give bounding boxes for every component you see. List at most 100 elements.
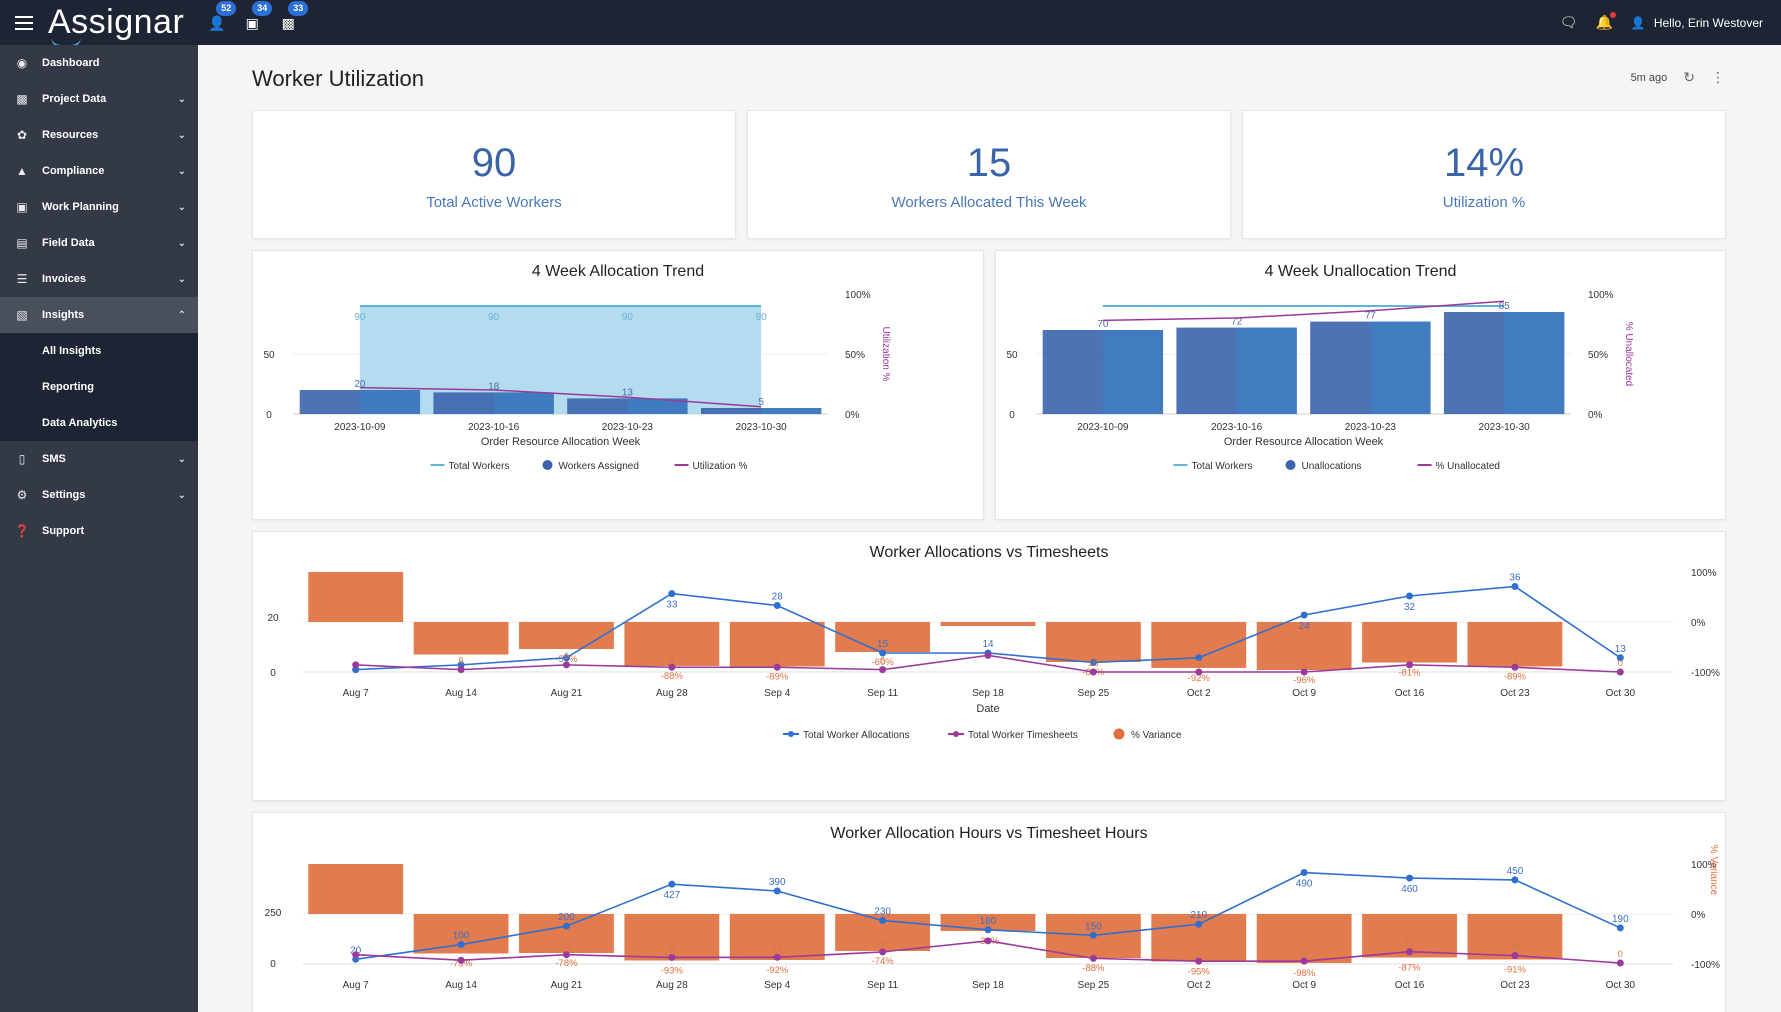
y-tick-label: 0 xyxy=(270,668,276,679)
sidebar-item-label: Dashboard xyxy=(42,57,100,69)
bar-chart-icon: ▧ xyxy=(16,308,28,322)
more-options-icon[interactable]: ⋮ xyxy=(1711,69,1725,85)
variance-label: -88% xyxy=(661,671,684,682)
y-right-tick-label: 0% xyxy=(1691,618,1706,629)
sidebar-item-work-planning[interactable]: ▣ Work Planning ⌄ xyxy=(0,189,198,225)
bar-value-label: 77 xyxy=(1365,311,1377,322)
chevron-down-icon: ⌄ xyxy=(177,237,186,249)
briefcase-icon[interactable]: ▩ 33 xyxy=(280,0,309,31)
x-tick-label: Sep 11 xyxy=(867,688,898,699)
legend-swatch-dot xyxy=(1285,460,1296,470)
sidebar-item-label: Resources xyxy=(42,129,99,141)
gear-icon: ⚙ xyxy=(16,488,28,502)
timesheets-label: 6 xyxy=(564,651,569,662)
allocation-hours-chart: 0 250 -100% 0% 100%% Variance -79% -78% -93% -92… xyxy=(265,845,1720,991)
variance-bar xyxy=(519,622,614,649)
sidebar-item-resources[interactable]: ✿ Resources ⌄ xyxy=(0,117,198,153)
sidebar-item-reporting[interactable]: Reporting xyxy=(0,369,198,405)
allocations-point xyxy=(1406,874,1414,882)
sidebar-item-field-data[interactable]: ▤ Field Data ⌄ xyxy=(0,225,198,261)
legend-label: Utilization % xyxy=(693,461,748,472)
allocations-point xyxy=(1300,611,1308,619)
sidebar-item-project-data[interactable]: ▩ Project Data ⌄ xyxy=(0,81,198,117)
allocations-label: 230 xyxy=(874,907,891,918)
timesheets-label: 61 xyxy=(1404,938,1415,949)
x-tick-label: Oct 9 xyxy=(1292,688,1316,699)
allocations-point xyxy=(1511,583,1519,590)
sidebar-item-sms[interactable]: ▯ SMS ⌄ xyxy=(0,441,198,477)
variance-bar xyxy=(729,914,825,960)
variance-label: -89% xyxy=(766,672,789,683)
x-tick-label: Oct 30 xyxy=(1606,980,1636,991)
sidebar-item-data-analytics[interactable]: Data Analytics xyxy=(0,405,198,441)
counters: 👤 52 ▣ 34 ▩ 33 xyxy=(208,0,309,31)
x-tick-label: Sep 18 xyxy=(972,688,1004,699)
chart-title: 4 Week Allocation Trend xyxy=(531,263,705,280)
bar-highlight xyxy=(627,398,688,414)
allocations-label: 100 xyxy=(453,931,470,942)
chart-title: 4 Week Unallocation Trend xyxy=(1264,263,1457,280)
timesheets-point xyxy=(984,937,992,945)
variance-bar xyxy=(413,622,509,655)
x-tick-label: Sep 11 xyxy=(867,980,898,991)
kpi-label: Total Active Workers xyxy=(426,194,562,211)
sidebar-item-invoices[interactable]: ☰ Invoices ⌄ xyxy=(0,261,198,297)
app-logo[interactable]: Assignar xyxy=(48,3,194,48)
chart-title: Worker Allocations vs Timesheets xyxy=(869,544,1109,561)
box-icon[interactable]: ▣ 34 xyxy=(244,0,273,31)
timesheets-point xyxy=(1406,948,1414,956)
sidebar-item-compliance[interactable]: ▲ Compliance ⌄ xyxy=(0,153,198,189)
y-right-tick-label: -100% xyxy=(1691,668,1720,679)
menu-icon[interactable] xyxy=(0,0,48,45)
allocations-point xyxy=(1616,654,1624,662)
allocations-label: 14 xyxy=(982,639,994,650)
chevron-down-icon: ⌄ xyxy=(177,93,186,105)
sidebar-item-insights[interactable]: ▧ Insights ⌃ xyxy=(0,297,198,333)
chevron-down-icon: ⌄ xyxy=(177,201,186,213)
y-right-tick-label: 50% xyxy=(1588,350,1608,361)
chat-icon[interactable]: 🗨 xyxy=(1559,14,1578,30)
legend-label: Workers Assigned xyxy=(559,461,639,472)
variance-bar xyxy=(729,622,825,667)
user-menu[interactable]: 👤 Hello, Erin Westover xyxy=(1631,16,1763,30)
x-tick-label: Aug 28 xyxy=(656,688,688,699)
y-right-axis-label: Utilization % xyxy=(880,326,891,381)
sidebar-item-label: Data Analytics xyxy=(42,417,118,429)
y-right-axis-label: % Unallocated xyxy=(1623,322,1634,386)
user-icon[interactable]: 👤 52 xyxy=(208,0,237,31)
variance-bar xyxy=(1467,622,1563,667)
x-axis-label: Date xyxy=(976,703,999,715)
allocations-point xyxy=(773,602,781,609)
variance-bar xyxy=(519,914,614,953)
timesheets-point xyxy=(1616,959,1624,967)
page-actions: 5m ago ↻ ⋮ xyxy=(1631,69,1725,86)
allocations-label: 180 xyxy=(980,916,997,927)
chart-card-allocation-trend: 4 Week Allocation Trend 0 50 0% 50% 100% Util… xyxy=(252,250,984,520)
refresh-icon[interactable]: ↻ xyxy=(1683,69,1695,85)
timesheets-label: 10 xyxy=(1193,947,1204,958)
x-tick-label: Oct 16 xyxy=(1395,688,1425,699)
allocations-label: 15 xyxy=(877,639,889,650)
allocations-label: 150 xyxy=(1085,921,1102,932)
bell-icon[interactable]: 🔔 xyxy=(1595,12,1616,31)
allocations-point xyxy=(1616,924,1624,932)
sidebar-item-settings[interactable]: ⚙ Settings ⌄ xyxy=(0,477,198,513)
timesheets-point xyxy=(1300,957,1308,965)
unallocation-trend-chart: 0 50 0% 50% 100% % Unallocated 70 72 77 85 2023-10… xyxy=(1006,290,1634,472)
top-bar: Assignar 👤 52 ▣ 34 ▩ 33 🗨 🔔 👤 Hello, Erin W… xyxy=(0,0,1781,48)
timesheets-point xyxy=(1511,952,1519,960)
timesheets-label: 0 xyxy=(1618,949,1623,960)
sidebar-item-dashboard[interactable]: ◉ Dashboard xyxy=(0,45,198,81)
timesheets-label: 10 xyxy=(1299,947,1310,958)
sidebar-item-all-insights[interactable]: All Insights xyxy=(0,333,198,369)
y-right-tick-label: 0% xyxy=(845,410,860,421)
graduation-cap-icon: ▲ xyxy=(16,164,28,178)
variance-label: -92% xyxy=(766,965,789,976)
timesheets-label: 45 xyxy=(561,941,572,952)
timesheets-point xyxy=(562,661,570,669)
allocations-label: 190 xyxy=(1612,914,1629,925)
variance-label: -87% xyxy=(1398,963,1421,974)
sidebar-item-support[interactable]: ❓ Support xyxy=(0,513,198,549)
x-tick-label: Aug 7 xyxy=(343,688,370,699)
x-tick-label: Oct 30 xyxy=(1606,688,1636,699)
